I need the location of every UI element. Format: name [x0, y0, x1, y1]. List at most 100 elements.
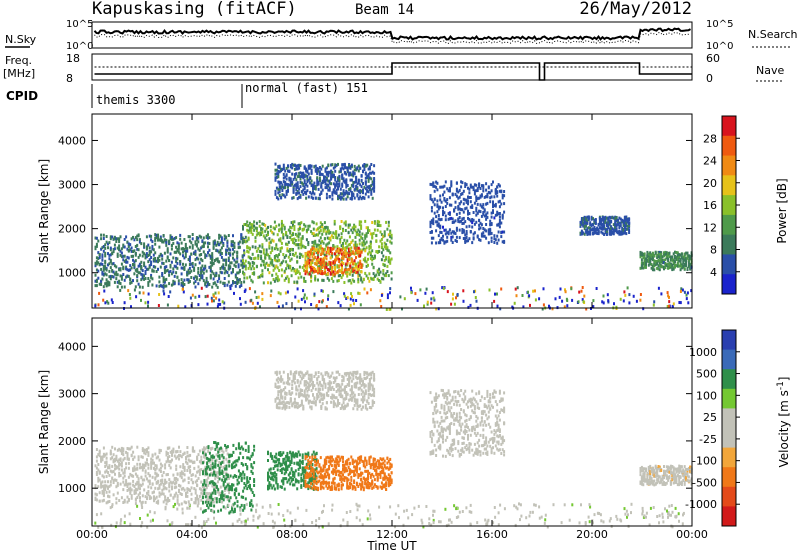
data-cell [281, 193, 284, 197]
data-cell [168, 446, 171, 450]
data-cell [132, 254, 134, 258]
data-cell [334, 185, 337, 189]
data-cell [303, 227, 306, 231]
data-cell [151, 277, 154, 281]
data-cell [229, 474, 232, 478]
data-cell [343, 281, 346, 284]
data-cell [339, 240, 342, 244]
data-cell [436, 210, 439, 214]
data-cell [295, 164, 298, 168]
data-cell [203, 484, 206, 488]
data-cell [224, 467, 227, 471]
data-cell [429, 194, 432, 198]
data-cell [580, 217, 583, 220]
data-cell [248, 262, 251, 266]
data-cell [236, 271, 239, 275]
data-cell [432, 296, 435, 300]
data-cell [342, 253, 345, 257]
data-cell [273, 258, 276, 262]
data-cell [286, 243, 289, 247]
data-cell [369, 232, 372, 236]
data-cell [105, 469, 108, 473]
data-cell [208, 451, 211, 455]
data-cell [275, 246, 278, 250]
data-cell [242, 227, 244, 231]
data-cell [248, 226, 251, 230]
data-cell [439, 198, 442, 202]
data-cell [95, 284, 98, 288]
data-cell [603, 226, 606, 230]
data-cell [331, 193, 334, 197]
data-cell [289, 229, 292, 233]
data-cell [207, 498, 210, 502]
data-cell [212, 490, 215, 494]
data-cell [498, 212, 501, 215]
data-cell [686, 268, 689, 271]
data-cell [328, 237, 331, 241]
data-cell [689, 262, 692, 266]
data-cell [300, 275, 303, 279]
data-cell [610, 232, 613, 236]
data-cell [310, 274, 313, 278]
data-cell [141, 482, 144, 486]
data-cell [312, 267, 315, 271]
data-cell [370, 171, 373, 175]
data-cell [95, 466, 98, 470]
data-cell [152, 265, 155, 269]
data-cell [444, 228, 447, 232]
data-cell [235, 463, 238, 467]
data-cell [130, 266, 133, 270]
data-cell [170, 260, 173, 264]
data-cell [255, 249, 258, 253]
data-cell [302, 182, 305, 186]
data-cell [514, 287, 517, 291]
data-cell [289, 259, 292, 263]
data-cell [218, 298, 221, 302]
data-cell [163, 280, 166, 284]
data-cell [300, 297, 303, 301]
data-cell [680, 252, 683, 256]
data-cell [276, 266, 279, 270]
data-cell [152, 257, 155, 261]
data-cell [290, 226, 293, 230]
data-cell [221, 300, 224, 304]
data-cell [430, 219, 433, 223]
data-cell [227, 267, 230, 271]
data-cell [639, 298, 642, 302]
data-cell [355, 271, 357, 275]
data-cell [163, 284, 166, 288]
data-cell [232, 247, 234, 251]
data-cell [141, 500, 144, 504]
data-cell [251, 226, 254, 229]
data-cell [165, 259, 168, 263]
data-cell [139, 496, 141, 500]
data-cell [204, 500, 207, 504]
data-cell [113, 235, 116, 239]
data-cell [640, 258, 643, 262]
data-cell [597, 228, 600, 232]
data-cell [255, 229, 258, 233]
data-cell [498, 225, 501, 229]
data-cell [214, 491, 217, 495]
data-cell [296, 175, 299, 179]
data-cell [193, 276, 196, 280]
data-cell [353, 225, 356, 229]
data-cell [189, 465, 192, 469]
data-cell [386, 227, 389, 231]
data-cell [179, 237, 182, 241]
data-cell [386, 246, 389, 250]
data-cell [352, 267, 355, 271]
data-cell [169, 493, 172, 497]
data-cell [332, 173, 335, 177]
data-cell [194, 497, 197, 500]
data-cell [338, 175, 341, 179]
data-cell [188, 280, 191, 283]
data-cell [448, 228, 451, 232]
data-cell [205, 280, 208, 284]
data-cell [136, 462, 139, 466]
data-cell [223, 237, 226, 241]
data-cell [444, 232, 447, 236]
data-cell [564, 288, 566, 292]
data-cell [293, 269, 296, 273]
